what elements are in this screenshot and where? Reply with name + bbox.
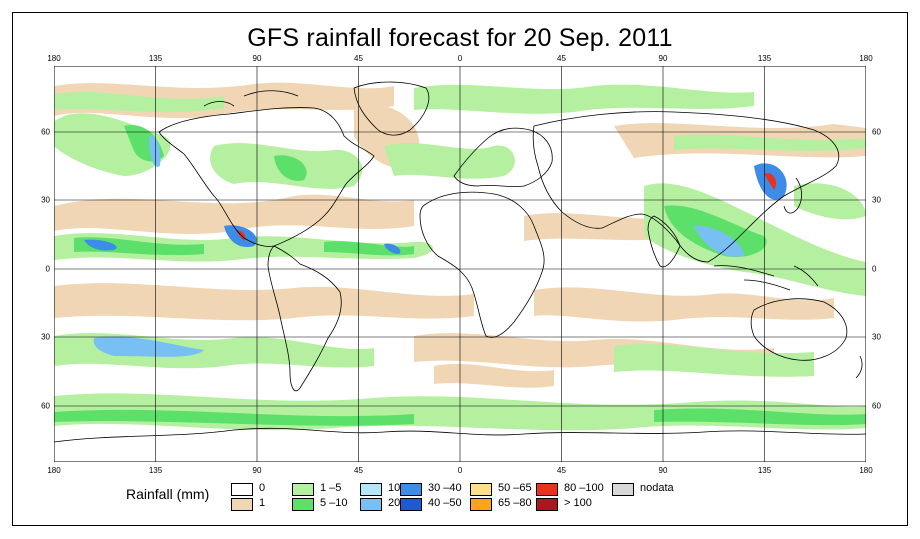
legend-label: 5 –10 [320,497,348,509]
graticule [54,66,866,462]
longitude-label: 180 [47,466,61,475]
legend-label: 50 –65 [498,482,532,494]
legend-swatch [231,498,253,511]
longitude-label: 90 [658,466,668,475]
longitude-label: 90 [252,466,262,475]
longitude-label: 45 [557,466,566,475]
latitude-label: 30 [872,195,881,205]
latitude-label: 60 [41,127,50,137]
legend-swatch [470,483,492,496]
latitude-label: 30 [41,332,50,342]
latitude-label: 30 [872,332,881,342]
longitude-label: 45 [354,466,363,475]
world-rainfall-map [54,66,866,462]
latitude-label: 0 [872,264,877,274]
legend-swatch [231,483,253,496]
legend-swatch [536,483,558,496]
legend-label: nodata [640,482,674,494]
latitude-label: 60 [872,127,881,137]
legend-swatch [292,483,314,496]
longitude-label: 180 [859,54,873,63]
legend-swatch [536,498,558,511]
map-title: GFS rainfall forecast for 20 Sep. 2011 [247,24,673,52]
longitude-label: 45 [354,54,363,63]
legend-label: 40 –50 [428,497,462,509]
longitude-label: 90 [658,54,668,63]
longitude-label: 45 [557,54,566,63]
longitude-label: 180 [47,54,61,63]
legend-swatch [612,483,634,496]
legend-swatch [360,483,382,496]
longitude-label: 180 [859,466,873,475]
longitude-label: 135 [148,466,163,475]
legend-label: > 100 [564,497,592,509]
longitude-label: 135 [757,54,772,63]
legend-label: 1 [259,497,266,509]
legend-label: 30 –40 [428,482,462,494]
longitude-label: 0 [457,466,463,475]
longitude-label: 90 [252,54,262,63]
legend-label: 80 –100 [564,482,604,494]
legend-title: Rainfall (mm) [126,486,210,502]
legend-label: 1 –5 [320,482,342,494]
legend-swatch [292,498,314,511]
latitude-label: 0 [45,264,50,274]
longitude-label: 135 [757,466,772,475]
legend-swatch [470,498,492,511]
latitude-label: 30 [41,195,50,205]
longitude-label: 0 [457,54,463,63]
legend-swatch [360,498,382,511]
longitude-label: 135 [148,54,163,63]
latitude-label: 60 [872,401,881,411]
legend-swatch [400,498,422,511]
legend-label: 65 –80 [498,497,532,509]
legend-swatch [400,483,422,496]
coastlines [54,81,866,443]
legend-label: 0 [259,482,266,494]
latitude-label: 60 [41,401,50,411]
